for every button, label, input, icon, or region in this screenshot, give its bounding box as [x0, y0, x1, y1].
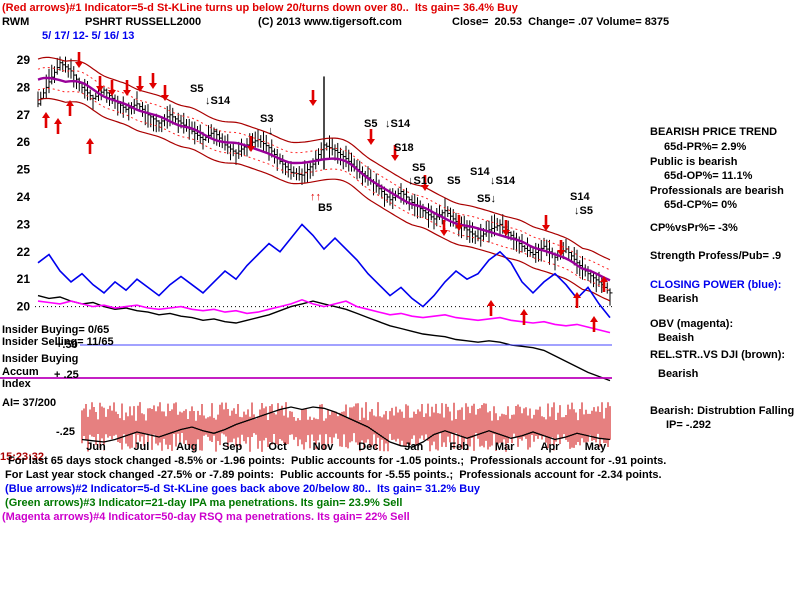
- svg-text:↓S5: ↓S5: [574, 205, 593, 217]
- ticker-symbol: RWM: [2, 16, 30, 28]
- svg-text:Dec: Dec: [358, 441, 378, 453]
- svg-text:Jan: Jan: [404, 441, 423, 453]
- hlines: [0, 344, 612, 379]
- indicator-lines: [37, 223, 611, 382]
- svg-text:26: 26: [17, 135, 31, 149]
- pr-value: 65d-PR%= 2.9%: [664, 141, 747, 153]
- indicator2-legend: (Blue arrows)#2 Indicator=5-d St-KLine g…: [2, 483, 481, 495]
- svg-text:S5↓: S5↓: [477, 193, 496, 205]
- svg-text:Feb: Feb: [449, 441, 469, 453]
- svg-text:↑↑: ↑↑: [310, 191, 321, 203]
- op-value: 65d-OP%= 11.1%: [664, 170, 753, 182]
- strength-ratio: Strength Profess/Pub= .9: [650, 250, 782, 262]
- svg-text:Apr: Apr: [541, 441, 561, 453]
- svg-text:Jun: Jun: [86, 441, 106, 453]
- date-range: 5/ 17/ 12- 5/ 16/ 13: [42, 30, 135, 42]
- obv-state: Beaish: [658, 332, 695, 344]
- rel-str-header: REL.STR..VS DJI (brown):: [650, 349, 786, 361]
- public-state: Public is bearish: [650, 156, 738, 168]
- svg-text:21: 21: [17, 272, 31, 286]
- svg-text:22: 22: [17, 245, 31, 259]
- accum-label: Accum: [2, 366, 39, 378]
- svg-text:Nov: Nov: [313, 441, 335, 453]
- ai-value-label: AI= 37/200: [2, 397, 57, 409]
- insider-buying-label: Insider Buying= 0/65: [2, 324, 110, 336]
- svg-text:23: 23: [17, 217, 31, 231]
- svg-text:20: 20: [17, 300, 31, 314]
- svg-text:Oct: Oct: [268, 441, 287, 453]
- svg-text:↓S14: ↓S14: [205, 95, 231, 107]
- plus25-level-label: + .25: [54, 369, 79, 381]
- rel-str-state: Bearish: [658, 368, 699, 380]
- svg-text:B5: B5: [318, 202, 332, 214]
- indicator4-legend: (Magenta arrows)#4 Indicator=50-day RSQ …: [2, 511, 410, 523]
- summary-year: For Last year stock changed -27.5% or -7…: [2, 469, 662, 481]
- price-bars: [37, 56, 613, 306]
- closing-power-state: Bearish: [658, 293, 699, 305]
- svg-text:↓S14: ↓S14: [490, 175, 516, 187]
- axis-labels: 29 28 27 26 25 24 23 22 21 20 Jun Jul Aug Sep Oct Nov De…: [17, 53, 607, 453]
- svg-text:Sep: Sep: [222, 441, 242, 453]
- accum-line: [81, 406, 611, 448]
- svg-text:27: 27: [17, 108, 31, 122]
- svg-text:29: 29: [17, 53, 31, 67]
- ma-band: [37, 56, 611, 302]
- svg-text:S14: S14: [570, 191, 590, 203]
- svg-text:↓S10: ↓S10: [408, 175, 433, 187]
- security-name: PSHRT RUSSELL2000: [85, 16, 202, 28]
- insider-selling-label: Insider Selling= 11/65: [2, 336, 114, 348]
- plus50-level-label: +.50: [56, 339, 78, 351]
- rel_str_vs_dji-line: [37, 294, 611, 382]
- histogram: [81, 402, 611, 452]
- indicator3-legend: (Green arrows)#3 Indicator=21-day IPA ma…: [2, 497, 403, 509]
- minus25-level-label: -.25: [56, 426, 75, 438]
- indicator1-legend: (Red arrows)#1 Indicator=5-d St-KLine tu…: [2, 2, 518, 14]
- svg-text:S14: S14: [470, 166, 490, 178]
- svg-text:S5: S5: [447, 175, 460, 187]
- svg-text:S18: S18: [394, 142, 414, 154]
- svg-text:Jul: Jul: [133, 441, 149, 453]
- obv-line: [37, 298, 611, 334]
- copyright: (C) 2013 www.tigersoft.com: [258, 16, 402, 28]
- svg-text:S5: S5: [190, 83, 203, 95]
- svg-text:↓S14: ↓S14: [385, 118, 411, 130]
- professionals-state: Professionals are bearish: [650, 185, 784, 197]
- svg-text:S5: S5: [364, 118, 377, 130]
- arrows: [42, 52, 608, 332]
- closing_power-line: [37, 223, 611, 319]
- distribution-state: Bearish: Distrubtion Falling: [650, 405, 795, 417]
- svg-text:May: May: [585, 441, 607, 453]
- quote-stats: Close= 20.53 Change= .07 Volume= 8375: [452, 16, 670, 28]
- svg-text:Mar: Mar: [495, 441, 515, 453]
- summary-65d: For last 65 days stock changed -8.5% or …: [8, 455, 667, 467]
- timestamp: 15:23:32: [0, 451, 45, 463]
- svg-text:24: 24: [17, 190, 31, 204]
- svg-text:S5: S5: [412, 162, 425, 174]
- index-label: Index: [2, 378, 31, 390]
- closing-power-header: CLOSING POWER (blue):: [650, 279, 782, 291]
- obv-header: OBV (magenta):: [650, 318, 734, 330]
- svg-text:↓: ↓: [268, 125, 274, 137]
- cp-vs-pr-value: CP%vsPr%= -3%: [650, 222, 738, 234]
- ip-value: IP= -.292: [666, 419, 711, 431]
- svg-text:28: 28: [17, 80, 31, 94]
- trend-header: BEARISH PRICE TREND: [650, 126, 778, 138]
- svg-text:S3: S3: [260, 113, 273, 125]
- cp-value: 65d-CP%= 0%: [664, 199, 738, 211]
- insider-buying-axis-label: Insider Buying: [2, 353, 79, 365]
- svg-text:25: 25: [17, 163, 31, 177]
- svg-text:Aug: Aug: [176, 441, 197, 453]
